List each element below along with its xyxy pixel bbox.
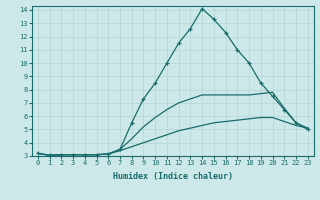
X-axis label: Humidex (Indice chaleur): Humidex (Indice chaleur) [113, 172, 233, 181]
